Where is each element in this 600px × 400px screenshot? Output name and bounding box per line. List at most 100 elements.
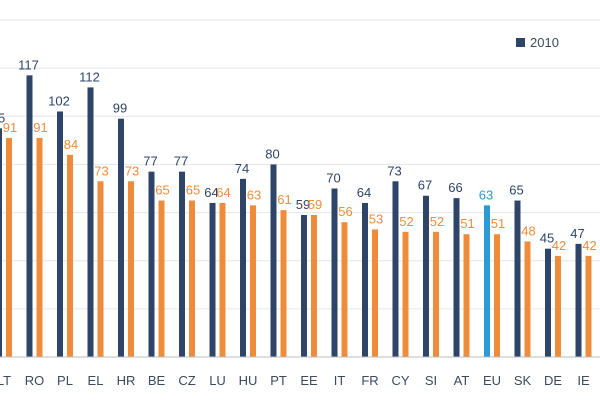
category-label-EL: EL [88,373,104,388]
value-label-IE-series2: 42 [582,238,596,253]
category-label-AT: AT [454,373,470,388]
category-label-IT: IT [334,373,346,388]
bar-EL-series1 [87,87,94,358]
value-label-HU-series1: 74 [235,161,249,176]
category-label-RO: RO [25,373,45,388]
value-label-LU-series2: 64 [216,185,230,200]
category-label-HU: HU [239,373,258,388]
value-label-LT-series1: 95 [0,110,5,125]
value-labels: 9591117911028411273997377657765646474638… [0,57,597,253]
value-label-IT-series2: 56 [338,204,352,219]
category-label-DE: DE [544,373,562,388]
category-label-IE: IE [577,373,590,388]
value-label-IT-series1: 70 [326,171,340,186]
value-label-EE-series1: 59 [296,197,310,212]
category-label-EE: EE [300,373,318,388]
bar-LT-series1 [0,128,2,357]
value-label-HU-series2: 63 [247,187,261,202]
bar-PL-series2 [67,154,73,357]
value-label-CY-series2: 52 [399,214,413,229]
bar-CZ-series1 [179,171,185,357]
bar-PL-series1 [57,111,63,357]
value-label-EL-series1: 112 [79,69,100,84]
category-label-PL: PL [57,373,73,388]
value-label-EU-series2: 51 [491,216,505,231]
value-label-IE-series1: 47 [570,226,584,241]
value-label-FR-series1: 64 [357,185,371,200]
bar-FR-series2 [372,229,378,357]
bar-LT-series2 [6,137,12,357]
bar-AT-series2 [463,234,470,357]
bar-IT-series2 [341,222,348,357]
category-labels: LT RO PL EL HR BE CZ LU HU PT EE IT FR CY SI AT EU SK DE IE… [0,373,590,388]
bar-CY-series2 [402,231,409,357]
value-label-CY-series1: 73 [387,163,401,178]
value-label-PL-series2: 84 [64,137,78,152]
value-label-SK-series1: 65 [509,183,523,198]
bar-DE-series2 [555,255,561,357]
bar-PT-series1 [270,164,277,357]
bar-AT-series1 [453,198,460,357]
bar-EE-series2 [311,214,317,357]
value-label-FR-series2: 53 [369,211,383,226]
bar-EE-series1 [301,214,307,357]
bar-EU-series1 [484,205,490,357]
category-label-CY: CY [391,373,409,388]
category-label-HR: HR [117,373,136,388]
value-label-PT-series1: 80 [265,146,279,161]
bar-SI-series1 [423,195,429,357]
bar-IE-series2 [585,255,592,357]
bar-CZ-series2 [189,200,195,357]
category-label-SK: SK [514,373,532,388]
category-label-LT: LT [0,373,11,388]
bar-HU-series2 [250,205,256,357]
category-label-BE: BE [148,373,166,388]
value-label-PL-series1: 102 [48,93,70,108]
value-label-HR-series2: 73 [125,163,139,178]
bar-BE-series2 [158,200,165,357]
value-label-BE-series1: 77 [143,154,157,169]
bar-PT-series2 [280,210,287,357]
bar-RO-series2 [36,137,43,357]
bar-EU-series2 [494,234,500,357]
bar-LU-series2 [219,202,226,357]
bar-IT-series1 [331,188,338,357]
value-label-RO-series1: 117 [18,57,39,72]
value-label-DE-series1: 45 [540,231,554,246]
value-label-EE-series2: 59 [308,197,322,212]
value-label-LU-series1: 64 [204,185,218,200]
value-label-SK-series2: 48 [521,223,535,238]
value-label-CZ-series2: 65 [186,183,200,198]
bar-HR-series2 [128,181,134,357]
bar-BE-series1 [148,171,155,357]
value-label-BE-series2: 65 [155,183,169,198]
category-label-FR: FR [361,373,378,388]
category-label-EU: EU [483,373,501,388]
category-label-CZ: CZ [178,373,195,388]
value-label-RO-series2: 91 [33,120,47,135]
value-label-PT-series2: 61 [277,192,291,207]
bar-FR-series1 [362,202,368,357]
value-label-LT-series2: 91 [3,120,17,135]
bar-LU-series1 [209,202,216,357]
value-label-EL-series2: 73 [94,163,108,178]
bar-SK-series1 [514,200,521,357]
bar-DE-series1 [545,248,551,357]
value-label-SI-series1: 67 [418,178,432,193]
bars [0,75,592,358]
category-label-SI: SI [425,373,437,388]
bar-SI-series2 [433,231,439,357]
category-label-PT: PT [270,373,287,388]
value-label-HR-series1: 99 [113,101,127,116]
bar-SK-series2 [524,241,531,357]
category-label-LU: LU [209,373,226,388]
bar-IE-series1 [575,243,582,357]
legend-swatch-2010 [516,38,525,47]
value-label-EU-series1: 63 [479,187,493,202]
value-label-AT-series2: 51 [460,216,474,231]
value-label-AT-series1: 66 [448,180,462,195]
bar-CY-series1 [392,181,399,357]
bar-RO-series1 [26,75,33,357]
value-label-DE-series2: 42 [552,238,566,253]
